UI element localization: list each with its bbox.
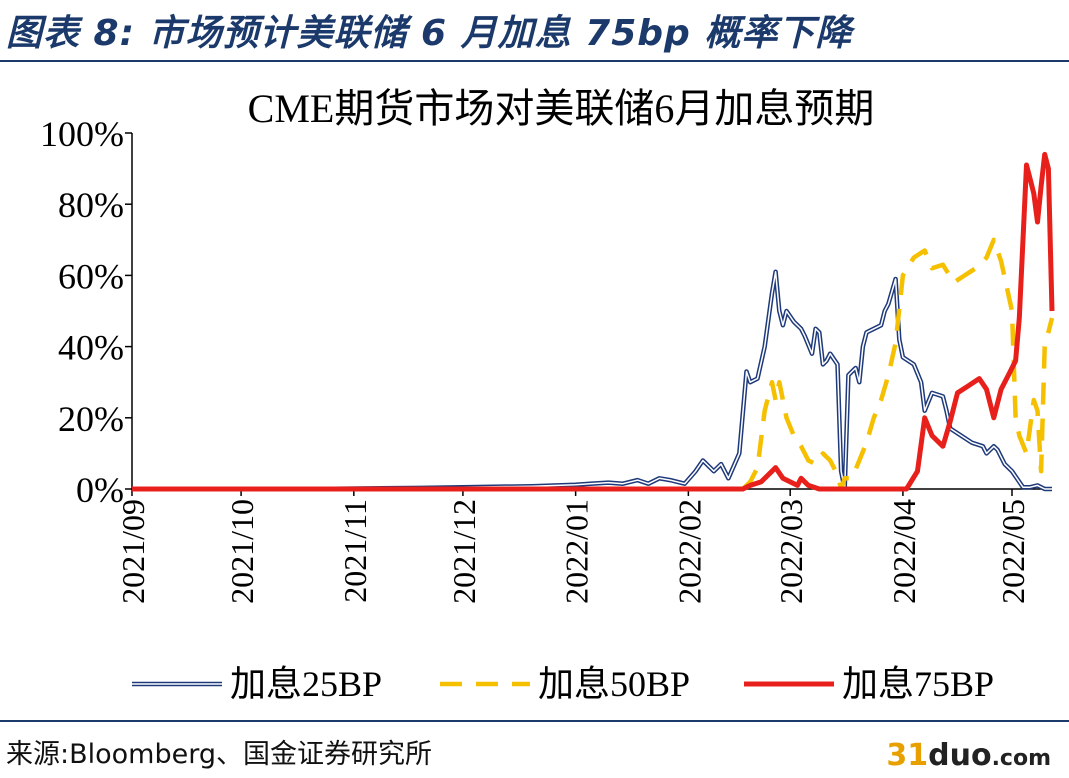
x-tick-label: 2022/04 [886, 499, 922, 604]
watermark-name: duo [928, 738, 992, 773]
y-tick-label: 40% [58, 328, 124, 368]
figure-header: 图表 8: 市场预计美联储 6 月加息 75bp 概率下降 [0, 0, 1069, 60]
y-tick-label: 100% [40, 114, 124, 154]
y-tick-label: 60% [58, 256, 124, 296]
x-tick-label: 2021/10 [224, 499, 260, 604]
series-25bp-core [132, 271, 1052, 490]
y-axis: 0% 20% 40% 60% 80% 100% [40, 114, 133, 510]
series-25bp-line [132, 269, 1052, 492]
x-tick-label: 2022/01 [559, 499, 595, 604]
x-tick-label: 2022/05 [995, 499, 1031, 604]
header-divider [0, 60, 1069, 62]
chart-title: CME期货市场对美联储6月加息预期 [248, 86, 875, 131]
x-axis: 2021/09 2021/10 2021/11 2021/12 2022/01 2022/… [115, 488, 1052, 604]
x-tick-label: 2022/03 [773, 499, 809, 604]
line-chart: CME期货市场对美联储6月加息预期 0% 20% 40% 60% 80% 100% 202… [40, 86, 1055, 704]
y-tick-label: 80% [58, 185, 124, 225]
y-tick-label: 0% [76, 470, 124, 510]
legend-label-25bp: 加息25BP [230, 664, 382, 704]
series-75bp-line [132, 151, 1055, 492]
chart-legend: 加息25BP 加息50BP 加息75BP [132, 664, 994, 704]
y-tick-label: 20% [58, 399, 124, 439]
x-tick-label: 2021/09 [115, 499, 151, 604]
x-tick-label: 2021/12 [446, 499, 482, 604]
figure-title: 图表 8: 市场预计美联储 6 月加息 75bp 概率下降 [6, 13, 853, 54]
series-layer [132, 151, 1055, 492]
watermark-num: 31 [886, 738, 929, 773]
x-tick-label: 2021/11 [337, 499, 373, 603]
watermark-logo: 31duo.com [886, 738, 1051, 773]
legend-label-75bp: 加息75BP [842, 664, 994, 704]
watermark-tld: .com [991, 746, 1051, 771]
x-tick-label: 2022/02 [671, 499, 707, 604]
source-note: 来源:Bloomberg、国金证券研究所 [6, 739, 432, 770]
legend-label-50bp: 加息50BP [538, 664, 690, 704]
footer-divider [0, 720, 1069, 722]
